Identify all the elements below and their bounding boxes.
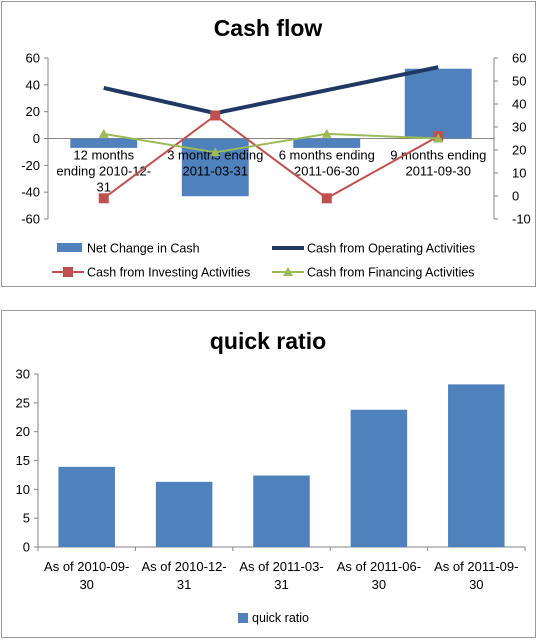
y-right-tick-label: 20 — [512, 143, 526, 158]
bar-quick-ratio — [448, 384, 505, 547]
x-category-label: As of 2011-06- — [337, 559, 421, 574]
y-tick-label: 0 — [23, 540, 30, 555]
legend-label: quick ratio — [252, 611, 309, 625]
y-left-tick-label: -60 — [21, 212, 40, 227]
triangle-marker — [210, 147, 221, 157]
chart-title: Cash flow — [214, 15, 323, 41]
legend-label: Cash from Financing Activities — [307, 266, 474, 280]
y-right-tick-label: 40 — [512, 97, 526, 112]
triangle-marker — [321, 128, 332, 138]
y-right-tick-label: 50 — [512, 74, 526, 89]
y-right-tick-label: -10 — [512, 212, 531, 227]
y-tick-label: 25 — [16, 395, 30, 410]
x-category-label: As of 2011-03- — [239, 559, 323, 574]
y-left-tick-label: 0 — [33, 131, 40, 146]
y-tick-label: 30 — [16, 367, 30, 382]
cash-flow-chart-panel: Cash flow -60 -40 -20 0 20 40 60 -10 0 10 20 30 40 50 6… — [1, 1, 536, 287]
legend-swatch-bar — [238, 613, 248, 623]
series-line — [103, 132, 439, 154]
x-category-label: As of 2010-12- — [141, 559, 226, 574]
bar-net-change-in-cash — [293, 138, 361, 148]
legend-label: Net Change in Cash — [87, 242, 200, 256]
bar-quick-ratio — [350, 409, 408, 547]
x-category-label: 31 — [97, 180, 111, 195]
x-category-label: 2011-03-31 — [182, 164, 248, 179]
x-category-label: As of 2011-09- — [434, 559, 518, 574]
y-right-tick-label: 60 — [512, 51, 526, 66]
bar-net-change-in-cash — [70, 138, 138, 148]
x-category-label: 12 months — [73, 148, 134, 163]
x-category-label: ending 2010-12- — [56, 164, 151, 179]
bar-quick-ratio — [155, 481, 213, 547]
chart-title: quick ratio — [210, 328, 326, 354]
x-category-label: 6 months ending — [279, 148, 375, 163]
y-tick-label: 15 — [16, 453, 30, 468]
y-tick-label: 5 — [23, 511, 30, 526]
y-left-tick-label: 20 — [26, 104, 40, 119]
x-category-label: As of 2010-09- — [44, 559, 129, 574]
y-left-tick-label: 40 — [26, 77, 40, 92]
y-left-tick-label: -40 — [21, 185, 40, 200]
legend-triangle-marker — [283, 267, 293, 276]
square-marker — [210, 110, 221, 121]
x-category-label: 30 — [79, 577, 93, 592]
triangle-marker — [433, 133, 444, 143]
y-left-tick-label: -20 — [21, 158, 40, 173]
x-category-label: 30 — [469, 577, 483, 592]
legend-swatch-bar — [57, 243, 82, 252]
y-right-tick-label: 0 — [512, 189, 519, 204]
bar-net-change-in-cash — [404, 68, 472, 139]
legend-label: Cash from Operating Activities — [307, 242, 475, 256]
y-right-tick-label: 30 — [512, 120, 526, 135]
x-category-label: 9 months ending — [390, 148, 486, 163]
square-marker — [321, 193, 332, 204]
quick-ratio-chart: quick ratio 0 5 10 15 20 25 30 As of 2010-09- 30 A… — [16, 328, 526, 625]
series-line — [103, 114, 439, 200]
x-category-label: 2011-06-30 — [294, 164, 360, 179]
y-right-tick-label: 10 — [512, 166, 526, 181]
square-marker — [98, 193, 109, 204]
quick-ratio-chart-panel: quick ratio 0 5 10 15 20 25 30 As of 2010-09- 30 A… — [1, 310, 536, 638]
x-category-label: 31 — [274, 577, 288, 592]
y-left-tick-label: 60 — [26, 51, 40, 66]
series-line — [103, 65, 439, 116]
x-category-label: 30 — [372, 577, 386, 592]
y-tick-label: 10 — [16, 482, 30, 497]
legend-label: Cash from Investing Activities — [87, 266, 250, 280]
triangle-marker — [98, 128, 109, 138]
bar-quick-ratio — [253, 475, 310, 547]
y-tick-label: 20 — [16, 424, 30, 439]
x-category-label: 31 — [177, 577, 191, 592]
x-category-label: 2011-09-30 — [405, 164, 471, 179]
cash-flow-chart: Cash flow -60 -40 -20 0 20 40 60 -10 0 10 20 30 40 50 6… — [21, 15, 531, 280]
legend-square-marker — [63, 267, 73, 277]
bar-quick-ratio — [58, 466, 115, 547]
